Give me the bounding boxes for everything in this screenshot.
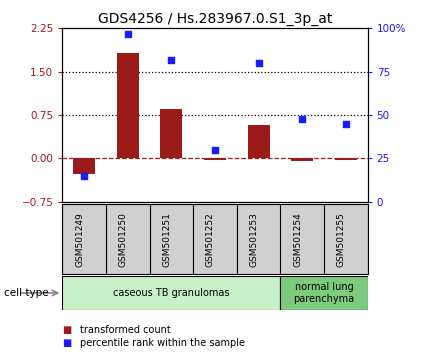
Text: GSM501250: GSM501250 [119,212,128,267]
Text: GDS4256 / Hs.283967.0.S1_3p_at: GDS4256 / Hs.283967.0.S1_3p_at [98,12,332,27]
Bar [62,276,280,310]
Text: GSM501252: GSM501252 [206,212,215,267]
Text: ■: ■ [62,325,72,335]
Bar [291,159,313,161]
Point [342,121,349,127]
Bar [248,125,270,159]
Text: cell type: cell type [4,288,49,298]
Text: percentile rank within the sample: percentile rank within the sample [80,338,245,348]
Bar [117,53,138,159]
Text: transformed count: transformed count [80,325,170,335]
Text: GSM501253: GSM501253 [249,212,258,267]
Text: GSM501254: GSM501254 [293,212,302,267]
Point [168,57,175,62]
Point [255,60,262,66]
Text: ■: ■ [62,338,72,348]
Bar [335,159,357,160]
Text: caseous TB granulomas: caseous TB granulomas [113,288,230,298]
Point [124,31,131,36]
Text: normal lung
parenchyma: normal lung parenchyma [293,282,355,304]
Point [81,173,88,179]
Bar [160,109,182,159]
Bar [204,159,226,160]
Bar [73,159,95,174]
Point [299,116,306,121]
Text: GSM501249: GSM501249 [75,212,84,267]
Text: GSM501255: GSM501255 [337,212,346,267]
Bar [280,276,368,310]
Text: GSM501251: GSM501251 [163,212,172,267]
Point [212,147,218,153]
